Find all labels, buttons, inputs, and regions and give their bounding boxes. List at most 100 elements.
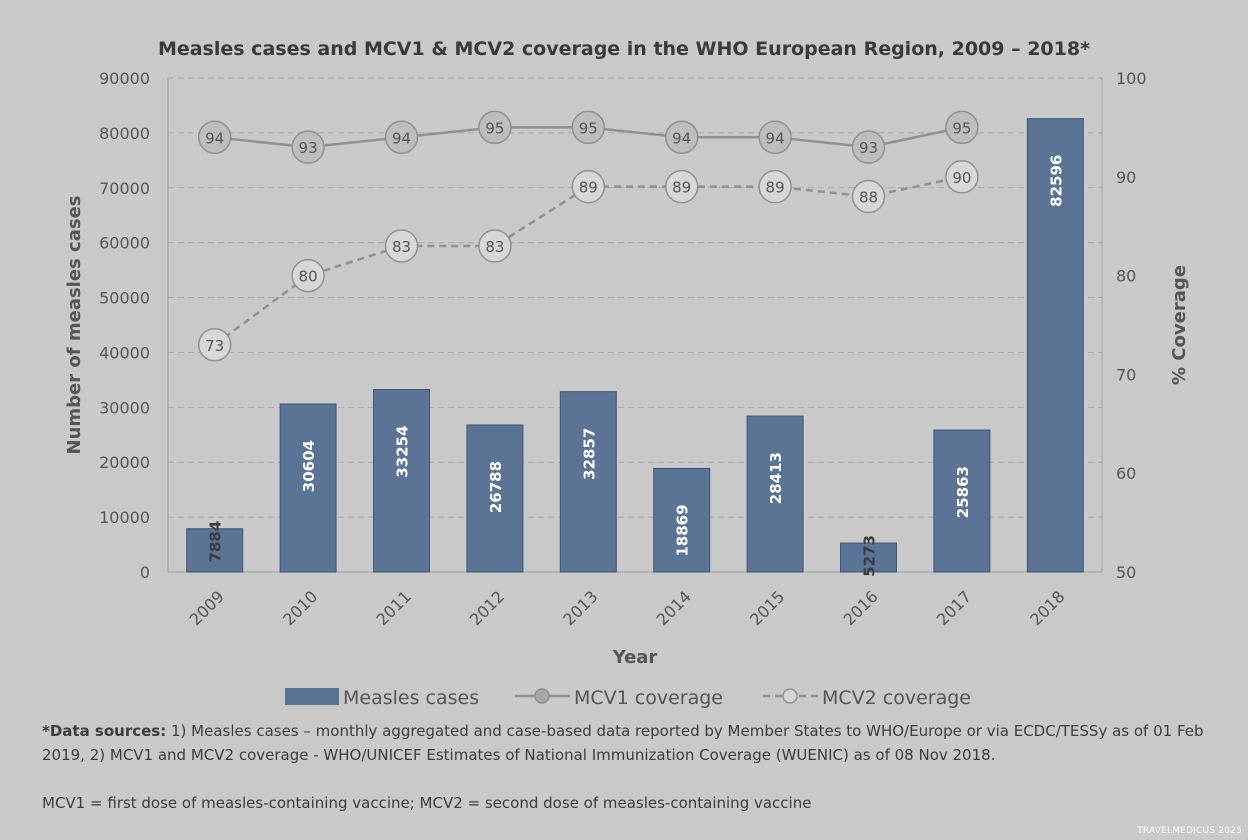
coverage-point xyxy=(851,179,886,214)
x-axis-title: Year xyxy=(612,647,658,668)
data-sources-lead: *Data sources: xyxy=(42,722,167,740)
coverage-point xyxy=(291,130,325,164)
coverage-data-label: 95 xyxy=(952,119,971,137)
data-sources-text: 1) Measles cases – monthly aggregated an… xyxy=(42,722,1204,764)
bar-series-measles-cases: 7884 30604 33254 26788 32857 18869 28413 5273 25… xyxy=(186,118,1084,577)
y2-axis-title: % Coverage xyxy=(1169,265,1190,385)
bar xyxy=(279,403,337,573)
bar-data-label: 82596 xyxy=(1047,155,1065,207)
y2-tick-label: 90 xyxy=(1116,168,1136,187)
bar xyxy=(466,424,524,573)
coverage-data-label: 89 xyxy=(672,179,691,197)
coverage-point xyxy=(384,120,419,155)
x-tick-label: 2009 xyxy=(186,587,228,629)
legend-label-measles-cases: Measles cases xyxy=(343,687,479,709)
coverage-data-label: 88 xyxy=(859,189,878,207)
measles-chart: Measles cases and MCV1 & MCV2 coverage i… xyxy=(64,38,1190,709)
y-tick-label: 50000 xyxy=(99,289,150,308)
coverage-data-label: 80 xyxy=(299,268,318,286)
coverage-point xyxy=(384,229,419,263)
bar xyxy=(1026,118,1084,573)
coverage-data-label: 83 xyxy=(392,238,411,256)
watermark: TRAVELMEDICUS 2025 xyxy=(1137,826,1242,836)
legend: Measles cases MCV1 coverage MCV2 coverag… xyxy=(285,687,971,709)
y-tick-label: 10000 xyxy=(99,508,150,527)
bar xyxy=(840,542,897,573)
x-tick-label: 2014 xyxy=(653,587,695,629)
x-tick-label: 2016 xyxy=(839,587,881,629)
coverage-data-label: 94 xyxy=(205,129,224,147)
coverage-point xyxy=(478,229,512,263)
legend-marker-mcv2 xyxy=(782,688,798,704)
coverage-data-label: 83 xyxy=(485,238,504,256)
coverage-point xyxy=(571,110,606,145)
bar-data-label: 7884 xyxy=(207,521,225,563)
bar xyxy=(653,467,711,573)
coverage-data-label: 95 xyxy=(485,119,504,137)
y-tick-label: 70000 xyxy=(99,179,150,198)
bar xyxy=(373,388,430,573)
y2-tick-label: 60 xyxy=(1116,464,1136,483)
legend-label-mcv1: MCV1 coverage xyxy=(574,687,723,709)
coverage-data-label: 94 xyxy=(766,129,785,147)
line-series-coverage: 94 93 94 95 95 94 94 93 95 73 80 83 83 89 89 89 88 90 xyxy=(197,110,979,362)
coverage-data-label: 93 xyxy=(859,139,878,157)
y-tick-label: 0 xyxy=(140,563,150,582)
y-tick-label: 60000 xyxy=(99,234,150,253)
y2-tick-label: 80 xyxy=(1116,267,1136,286)
coverage-data-label: 94 xyxy=(392,129,411,147)
x-tick-label: 2011 xyxy=(372,587,414,629)
y-tick-label: 40000 xyxy=(99,343,150,362)
y-axis-title: Number of measles cases xyxy=(64,196,85,455)
bar xyxy=(186,528,244,573)
bar-data-label: 25863 xyxy=(954,466,972,518)
bar xyxy=(559,391,617,573)
series-line-mcv2 xyxy=(213,175,963,346)
definitions-footnote: MCV1 = first dose of measles-containing … xyxy=(42,794,812,812)
chart-title: Measles cases and MCV1 & MCV2 coverage i… xyxy=(158,38,1090,60)
bar-data-label: 32857 xyxy=(580,428,598,480)
bar-data-label: 33254 xyxy=(394,425,412,477)
coverage-point xyxy=(664,120,699,155)
coverage-data-label: 94 xyxy=(672,129,691,147)
coverage-data-label: 90 xyxy=(952,169,971,187)
bar-data-label: 5273 xyxy=(861,535,879,577)
legend-swatch-measles-cases xyxy=(285,688,339,705)
legend-label-mcv2: MCV2 coverage xyxy=(822,687,971,709)
data-sources-footnote: *Data sources: 1) Measles cases – monthl… xyxy=(42,719,1222,767)
coverage-point xyxy=(945,160,979,194)
bar xyxy=(933,429,991,573)
x-tick-label: 2010 xyxy=(279,587,321,629)
coverage-point xyxy=(851,130,886,164)
coverage-data-label: 73 xyxy=(205,337,224,355)
coverage-point xyxy=(291,258,325,293)
coverage-data-label: 89 xyxy=(579,179,598,197)
y2-tick-label: 100 xyxy=(1116,69,1147,88)
x-tick-label: 2013 xyxy=(559,587,601,629)
coverage-point xyxy=(571,169,606,204)
coverage-point xyxy=(758,120,792,155)
coverage-point xyxy=(758,169,792,204)
legend-marker-mcv1 xyxy=(534,688,550,704)
bar-data-label: 30604 xyxy=(300,440,318,492)
coverage-data-label: 95 xyxy=(579,119,598,137)
bar xyxy=(746,415,804,573)
y-tick-label: 90000 xyxy=(99,69,150,88)
coverage-point xyxy=(478,110,512,145)
x-tick-label: 2017 xyxy=(933,587,975,629)
y-tick-label: 20000 xyxy=(99,453,150,472)
coverage-point xyxy=(664,169,699,204)
y2-tick-label: 50 xyxy=(1116,563,1136,582)
coverage-data-label: 89 xyxy=(766,179,785,197)
x-tick-label: 2015 xyxy=(746,587,788,629)
bar-data-label: 28413 xyxy=(767,452,785,504)
bar-data-label: 18869 xyxy=(674,504,692,556)
coverage-point xyxy=(945,110,979,145)
coverage-point xyxy=(197,328,232,362)
y-tick-label: 80000 xyxy=(99,124,150,143)
x-tick-label: 2012 xyxy=(466,587,508,629)
y-tick-label: 30000 xyxy=(99,398,150,417)
y2-tick-label: 70 xyxy=(1116,365,1136,384)
coverage-point xyxy=(197,120,232,155)
x-tick-label: 2018 xyxy=(1026,587,1068,629)
